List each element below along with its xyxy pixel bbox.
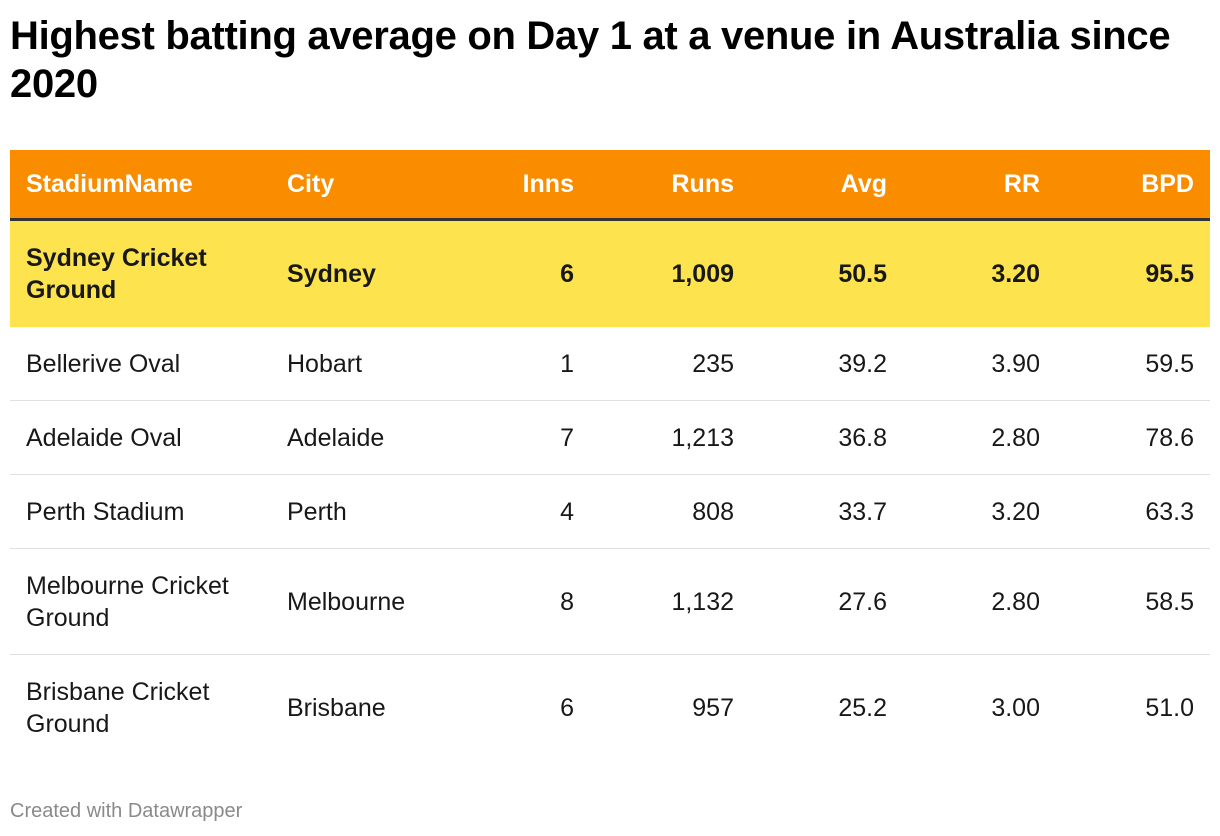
column-header-avg[interactable]: Avg — [750, 150, 903, 221]
column-header-inns[interactable]: Inns — [467, 150, 590, 221]
cell-avg: 36.8 — [838, 423, 887, 452]
cell-inns: 8 — [560, 587, 574, 616]
cell-city: Adelaide — [287, 423, 385, 452]
cell-inns: 4 — [560, 497, 574, 526]
cell-bpd: 51.0 — [1145, 693, 1194, 722]
cell-bpd: 58.5 — [1145, 587, 1194, 616]
cell-rr: 2.80 — [991, 423, 1040, 452]
cell-bpd: 95.5 — [1145, 260, 1194, 288]
cell-stadium: Brisbane Cricket Ground — [26, 677, 210, 738]
cell-runs: 1,009 — [671, 260, 734, 288]
chart-title: Highest batting average on Day 1 at a ve… — [10, 14, 1171, 106]
cell-rr: 2.80 — [991, 587, 1040, 616]
table-row: Bellerive Oval Hobart 1 235 39.2 3.90 59… — [10, 327, 1210, 401]
data-table: StadiumName City Inns Runs Avg RR BPD Sy… — [10, 150, 1210, 760]
cell-runs: 1,213 — [671, 423, 734, 452]
cell-runs: 235 — [692, 349, 734, 378]
cell-rr: 3.90 — [991, 349, 1040, 378]
cell-avg: 27.6 — [838, 587, 887, 616]
cell-inns: 1 — [560, 349, 574, 378]
cell-avg: 39.2 — [838, 349, 887, 378]
cell-stadium: Sydney Cricket Ground — [26, 244, 207, 304]
column-header-runs[interactable]: Runs — [590, 150, 750, 221]
cell-avg: 33.7 — [838, 497, 887, 526]
table-row: Perth Stadium Perth 4 808 33.7 3.20 63.3 — [10, 475, 1210, 549]
credit-footer: Created with Datawrapper — [10, 800, 243, 822]
column-header-rr[interactable]: RR — [903, 150, 1056, 221]
cell-city: Perth — [287, 497, 347, 526]
cell-stadium: Perth Stadium — [26, 497, 185, 526]
cell-inns: 6 — [560, 260, 574, 288]
cell-runs: 1,132 — [671, 587, 734, 616]
cell-rr: 3.20 — [991, 497, 1040, 526]
cell-rr: 3.00 — [991, 693, 1040, 722]
table-row: Melbourne Cricket Ground Melbourne 8 1,1… — [10, 549, 1210, 655]
cell-stadium: Bellerive Oval — [26, 349, 181, 378]
cell-stadium: Adelaide Oval — [26, 423, 182, 452]
cell-city: Hobart — [287, 349, 363, 378]
cell-rr: 3.20 — [991, 260, 1040, 288]
cell-bpd: 63.3 — [1145, 497, 1194, 526]
cell-runs: 808 — [692, 497, 734, 526]
cell-inns: 7 — [560, 423, 574, 452]
cell-city: Melbourne — [287, 587, 406, 616]
header-row: StadiumName City Inns Runs Avg RR BPD — [10, 150, 1210, 221]
column-header-city[interactable]: City — [271, 150, 467, 221]
cell-runs: 957 — [692, 693, 734, 722]
cell-avg: 50.5 — [838, 260, 887, 288]
column-header-bpd[interactable]: BPD — [1056, 150, 1210, 221]
cell-bpd: 78.6 — [1145, 423, 1194, 452]
table-row: Brisbane Cricket Ground Brisbane 6 957 2… — [10, 655, 1210, 761]
cell-bpd: 59.5 — [1145, 349, 1194, 378]
table-row: Adelaide Oval Adelaide 7 1,213 36.8 2.80… — [10, 401, 1210, 475]
cell-avg: 25.2 — [838, 693, 887, 722]
cell-city: Sydney — [287, 260, 376, 288]
table-row-highlighted: Sydney Cricket Ground Sydney 6 1,009 50.… — [10, 219, 1210, 327]
cell-stadium: Melbourne Cricket Ground — [26, 571, 229, 632]
cell-city: Brisbane — [287, 693, 386, 722]
cell-inns: 6 — [560, 693, 574, 722]
column-header-stadium[interactable]: StadiumName — [10, 150, 271, 221]
